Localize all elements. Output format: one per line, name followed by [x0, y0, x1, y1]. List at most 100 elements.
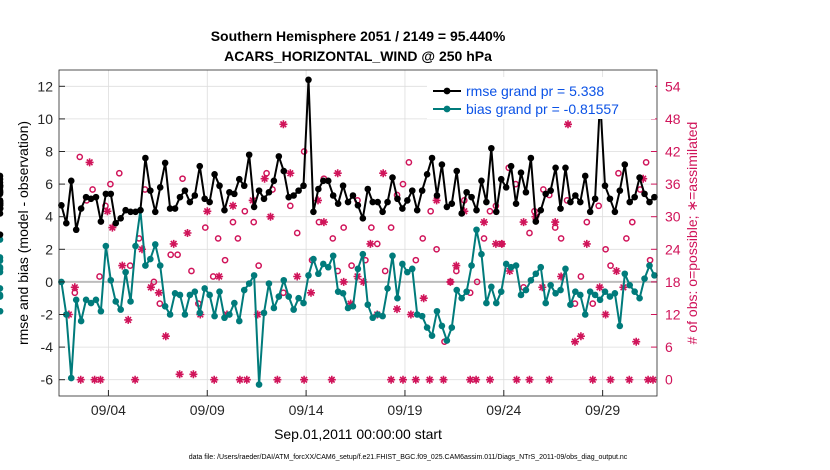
- obs-assimilated-56: [439, 375, 448, 384]
- y-right-tick-label-2: 12: [665, 307, 681, 323]
- rmse-point-1: [63, 219, 70, 227]
- bias-point-97: [537, 263, 545, 271]
- rmse-point-71: [408, 187, 416, 194]
- rmse-point-19: [151, 208, 159, 216]
- y-left-tick-label-1: -4: [41, 339, 54, 355]
- rmse-point-108: [591, 195, 599, 203]
- obs-assimilated-25: [235, 375, 244, 384]
- obs-possible-20: [214, 235, 222, 242]
- rmse-point-31: [211, 171, 218, 178]
- rmse-point-58: [344, 198, 352, 206]
- bias-point-5: [82, 296, 90, 304]
- bias-point-19: [151, 241, 159, 248]
- rmse-point-8: [97, 218, 105, 225]
- obs-assimilated-17: [183, 229, 192, 237]
- obs-possible-44: [381, 267, 389, 275]
- y-left-tick-label-3: 0: [45, 274, 53, 290]
- rmse-point-9: [102, 190, 110, 198]
- obs-possible-42: [367, 224, 375, 231]
- bias-point-29: [201, 285, 208, 292]
- bias-point-55: [329, 252, 337, 260]
- obs-possible-52: [433, 245, 440, 253]
- bias-point-131: [0, 291, 4, 299]
- bias-point-17: [142, 262, 149, 269]
- obs-possible-14: [174, 251, 181, 259]
- rmse-point-3: [72, 226, 80, 234]
- obs-assimilated-16: [175, 370, 184, 379]
- bias-point-96: [532, 270, 540, 278]
- rmse-point-59: [349, 192, 357, 199]
- rmse-point-87: [488, 144, 495, 152]
- y-left-tick-label-7: 8: [45, 144, 53, 160]
- rmse-point-42: [265, 188, 273, 196]
- obs-assimilated-12: [146, 283, 155, 292]
- y-left-tick-label-4: 2: [45, 241, 53, 257]
- obs-possible-24: [241, 207, 249, 215]
- y-right-tick-label-3: 18: [665, 274, 681, 290]
- obs-assimilated-2: [76, 375, 85, 384]
- bias-point-66: [384, 285, 391, 292]
- rmse-point-103: [567, 198, 574, 206]
- legend-box: [427, 77, 655, 119]
- bias-point-95: [527, 276, 535, 284]
- obs-possible-80: [615, 169, 622, 177]
- obs-assimilated-markers: [64, 120, 657, 384]
- legend-bias-marker: [443, 105, 451, 113]
- bias-point-98: [542, 299, 550, 307]
- bias-point-86: [483, 299, 490, 307]
- rmse-point-95: [527, 154, 535, 162]
- obs-assimilated-6: [103, 207, 112, 216]
- rmse-point-39: [250, 203, 258, 211]
- bias-point-128: [0, 307, 4, 315]
- chart-title-line2: ACARS_HORIZONTAL_WIND @ 250 hPa: [224, 48, 492, 64]
- obs-assimilated-18: [189, 370, 198, 379]
- rmse-point-119: [646, 198, 653, 206]
- obs-assimilated-76: [571, 337, 579, 346]
- obs-possible-79: [607, 262, 614, 269]
- bias-point-36: [235, 317, 243, 325]
- rmse-point-88: [492, 208, 500, 216]
- obs-assimilated-11: [138, 245, 146, 254]
- obs-assimilated-28: [253, 310, 262, 319]
- bias-point-46: [285, 293, 293, 300]
- rmse-point-80: [453, 167, 461, 175]
- bias-point-80: [453, 286, 461, 294]
- obs-possible-47: [399, 180, 407, 188]
- bias-point-94: [522, 286, 530, 294]
- obs-assimilated-68: [519, 218, 528, 227]
- obs-possible-62: [498, 240, 506, 248]
- bias-point-84: [473, 226, 480, 234]
- bias-point-106: [581, 311, 589, 318]
- rmse-point-10: [107, 190, 115, 198]
- obs-assimilated-33: [286, 169, 295, 178]
- bias-point-81: [458, 294, 465, 302]
- obs-possible-74: [577, 273, 585, 280]
- bias-point-105: [576, 291, 584, 299]
- rmse-point-28: [196, 162, 204, 170]
- rmse-point-44: [275, 153, 283, 160]
- obs-possible-23: [234, 235, 242, 242]
- bias-point-39: [250, 272, 258, 279]
- rmse-point-66: [384, 198, 391, 206]
- rmse-point-54: [324, 177, 332, 185]
- obs-possible-51: [427, 207, 434, 215]
- rmse-point-99: [547, 187, 554, 194]
- bias-point-10: [107, 276, 115, 284]
- obs-assimilated-49: [393, 305, 401, 314]
- bias-point-63: [369, 314, 377, 322]
- obs-assimilated-71: [538, 283, 547, 292]
- x-tick-label-2: 09/14: [289, 402, 324, 418]
- rmse-point-77: [438, 161, 446, 168]
- rmse-point-41: [260, 195, 268, 203]
- rmse-point-69: [399, 205, 406, 212]
- bias-point-13: [122, 268, 129, 276]
- plot-area: [59, 70, 657, 396]
- bias-point-109: [596, 296, 604, 304]
- obs-assimilated-80: [595, 283, 604, 292]
- obs-assimilated-77: [576, 332, 585, 341]
- bias-point-85: [478, 250, 485, 258]
- rmse-point-38: [245, 151, 253, 159]
- obs-assimilated-62: [480, 218, 488, 227]
- obs-assimilated-44: [359, 277, 368, 286]
- y-left-tick-label-5: 4: [45, 209, 53, 225]
